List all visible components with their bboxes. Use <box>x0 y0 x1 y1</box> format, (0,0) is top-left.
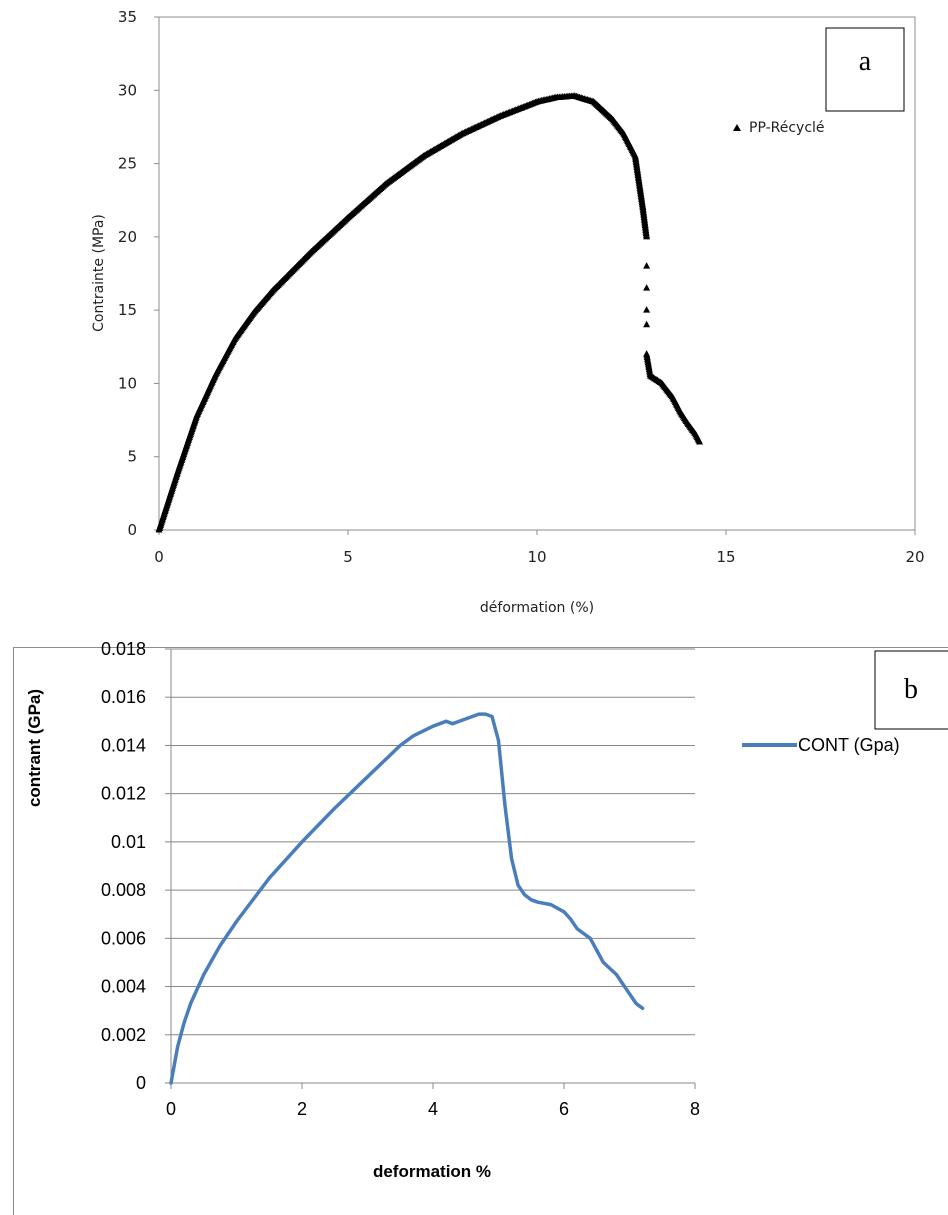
chart-b-outer-frame <box>13 647 948 1215</box>
chart-b-ylabel: contrant (GPa) <box>25 689 44 807</box>
chart-a-legend-label: PP-Récyclé <box>749 120 825 136</box>
chart-b-ytick-label: 0 <box>136 1073 146 1093</box>
chart-b-xtick-label: 4 <box>428 1099 438 1119</box>
chart-a-ytick-label: 10 <box>118 374 137 392</box>
chart-a-xtick-label: 20 <box>905 548 924 566</box>
chart-a-xtick-label: 15 <box>716 548 735 566</box>
chart-b-panel-label: b <box>904 674 918 705</box>
chart-a-panel-box <box>825 27 905 112</box>
chart-a-ytick-label: 35 <box>118 8 137 26</box>
chart-a-xtick-label: 5 <box>343 548 353 566</box>
chart-b-xlabel: deformation % <box>373 1162 491 1181</box>
chart-b-ytick-label: 0.002 <box>101 1025 146 1045</box>
chart-b-xtick-label: 6 <box>559 1099 569 1119</box>
chart-a-ylabel: Contrainte (MPa) <box>91 214 107 332</box>
chart-a-ytick-label: 30 <box>118 81 137 99</box>
chart-a-point <box>643 320 651 328</box>
chart-a-panel-label: a <box>859 46 872 77</box>
chart-b-xtick-label: 2 <box>297 1099 307 1119</box>
chart-b-xtick-label: 0 <box>166 1099 176 1119</box>
chart-b-ytick-label: 0.012 <box>101 784 146 804</box>
chart-a-point <box>643 306 651 313</box>
chart-b-xtick-label: 8 <box>690 1099 700 1119</box>
chart-a: 0 5 10 15 20 0 5 10 15 20 25 30 35 déformation (%) C… <box>91 8 925 616</box>
chart-b-ytick-label: 0.014 <box>101 735 146 755</box>
chart-b-ytick-label: 0.008 <box>101 880 146 900</box>
chart-a-ytick-label: 15 <box>118 301 137 319</box>
chart-a-ytick-label: 25 <box>118 155 137 173</box>
chart-a-point <box>643 262 651 269</box>
chart-b-series-line <box>169 712 645 1085</box>
chart-a-xlabel: déformation (%) <box>480 600 594 616</box>
chart-b-ytick-label: 0.016 <box>101 687 146 707</box>
chart-b-ytick-label: 0.004 <box>101 977 146 997</box>
chart-a-point <box>643 284 651 291</box>
chart-a-plot-area <box>158 16 916 531</box>
chart-b-panel-box <box>874 650 948 730</box>
chart-b-ytick-label: 0.018 <box>101 639 146 659</box>
chart-a-point <box>643 232 651 240</box>
chart-b-ytick-label: 0.01 <box>111 832 146 852</box>
chart-a-point <box>696 438 704 445</box>
chart-a-ytick-label: 5 <box>127 448 137 466</box>
chart-a-legend-marker <box>733 124 741 131</box>
chart-b-ytick-label: 0.006 <box>101 928 146 948</box>
chart-a-xtick-label: 10 <box>527 548 546 566</box>
chart-a-ytick-label: 20 <box>118 228 137 246</box>
chart-b-legend-label: CONT (Gpa) <box>798 735 900 755</box>
chart-a-ytick-label: 0 <box>127 521 137 539</box>
chart-a-xtick-label: 0 <box>154 548 164 566</box>
